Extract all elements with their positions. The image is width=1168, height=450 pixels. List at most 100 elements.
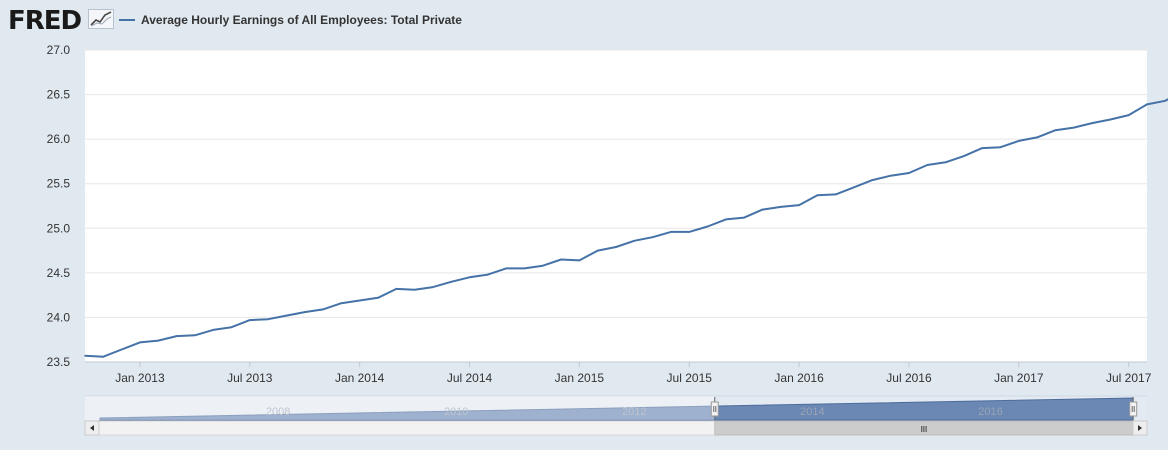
handle-grip[interactable] [1129, 401, 1138, 417]
x-tick-label: Jul 2015 [667, 371, 713, 385]
data-point [340, 302, 343, 305]
data-point [395, 288, 398, 290]
x-tick-label: Jul 2014 [447, 371, 493, 385]
line-chart-icon [88, 9, 114, 29]
data-point [157, 339, 159, 342]
data-point [139, 341, 141, 344]
scrollbar-grip: III [921, 425, 928, 434]
navigator-year-labels: 2008 2010 2012 2014 2016 [266, 406, 1003, 418]
fred-logo[interactable]: FRED [8, 6, 82, 36]
data-point [834, 193, 837, 196]
data-point [853, 186, 855, 189]
data-point [578, 259, 581, 262]
data-point [523, 267, 526, 270]
y-axis-ticks: 23.5 24.0 24.5 25.0 25.5 26.0 26.5 27.0 [47, 43, 71, 369]
y-tick-label: 24.5 [47, 266, 71, 280]
data-point [633, 240, 636, 242]
y-tick-label: 25.5 [47, 177, 71, 191]
data-point [1146, 103, 1148, 106]
data-point [249, 319, 251, 321]
data-point [450, 281, 453, 283]
data-point [1036, 136, 1038, 139]
y-tick-label: 26.5 [47, 88, 71, 102]
plot-background [85, 50, 1147, 362]
navigator[interactable]: 2008 2010 2012 2014 2016 III [84, 395, 1148, 436]
data-point [596, 249, 599, 252]
data-point [743, 216, 745, 219]
y-tick-label: 23.5 [47, 355, 71, 369]
data-point [1073, 126, 1075, 129]
data-point [908, 172, 910, 174]
data-point [487, 273, 489, 276]
handle-grip[interactable] [710, 401, 719, 417]
data-point [212, 329, 214, 331]
data-point [963, 155, 965, 157]
navigator-mask-left [85, 396, 715, 420]
data-point [926, 164, 929, 166]
data-point [816, 194, 819, 197]
navigator-year-label: 2012 [622, 406, 646, 418]
data-point [303, 311, 306, 313]
navigator-year-label: 2008 [266, 406, 290, 418]
data-point [230, 326, 233, 329]
x-tick-label: Jan 2013 [115, 371, 165, 385]
data-point [377, 297, 379, 299]
navigator-year-label: 2016 [978, 406, 1002, 418]
data-point [780, 206, 782, 208]
data-point [761, 208, 764, 211]
data-point [102, 355, 105, 358]
data-point [688, 231, 690, 233]
data-point [1018, 140, 1020, 142]
data-point [120, 348, 123, 351]
data-point [194, 334, 196, 337]
x-tick-label: Jan 2017 [994, 371, 1044, 385]
data-point [560, 258, 562, 261]
data-point [432, 286, 434, 288]
data-point [670, 231, 672, 233]
data-point [706, 225, 709, 228]
data-point [725, 218, 727, 221]
navigator-handle-left[interactable] [710, 397, 719, 420]
data-point [358, 299, 361, 302]
x-tick-label: Jan 2014 [335, 371, 385, 385]
data-point [285, 314, 288, 317]
data-point [1164, 100, 1167, 102]
triangle-left-icon [90, 425, 94, 431]
data-point [468, 276, 471, 279]
legend-label[interactable]: Average Hourly Earnings of All Employees… [141, 13, 462, 27]
y-tick-label: 24.0 [47, 310, 71, 324]
navigator-year-label: 2010 [444, 406, 468, 418]
data-point [505, 267, 507, 270]
navigator-handle-right[interactable] [1129, 397, 1138, 420]
y-tick-label: 26.0 [47, 132, 71, 146]
y-tick-label: 27.0 [47, 43, 71, 57]
data-points [84, 100, 1167, 358]
data-point [798, 204, 800, 206]
x-tick-label: Jul 2017 [1106, 371, 1152, 385]
x-tick-label: Jan 2016 [774, 371, 824, 385]
x-tick-label: Jan 2015 [555, 371, 605, 385]
x-tick-label: Jul 2016 [886, 371, 932, 385]
data-point [944, 161, 947, 164]
data-point [84, 355, 86, 357]
data-point [615, 246, 617, 248]
data-point [1054, 129, 1057, 131]
header: FRED Average Hourly Earnings of All Empl… [0, 0, 1168, 40]
data-point [267, 318, 269, 321]
legend-swatch [119, 19, 135, 21]
data-point [322, 308, 324, 311]
data-point [1109, 118, 1112, 121]
data-point [871, 179, 874, 181]
data-point [651, 236, 654, 238]
x-axis-ticks: Jan 2013 Jul 2013 Jan 2014 Jul 2014 Jan 2015… [115, 362, 1152, 385]
data-point [999, 146, 1002, 148]
grid-lines [85, 49, 1147, 318]
data-point [889, 174, 892, 177]
x-tick-label: Jul 2013 [227, 371, 273, 385]
y-tick-label: 25.0 [47, 221, 71, 235]
navigator-year-label: 2014 [800, 406, 824, 418]
data-point [1091, 122, 1093, 124]
triangle-right-icon [1138, 425, 1142, 431]
data-point [175, 335, 178, 337]
